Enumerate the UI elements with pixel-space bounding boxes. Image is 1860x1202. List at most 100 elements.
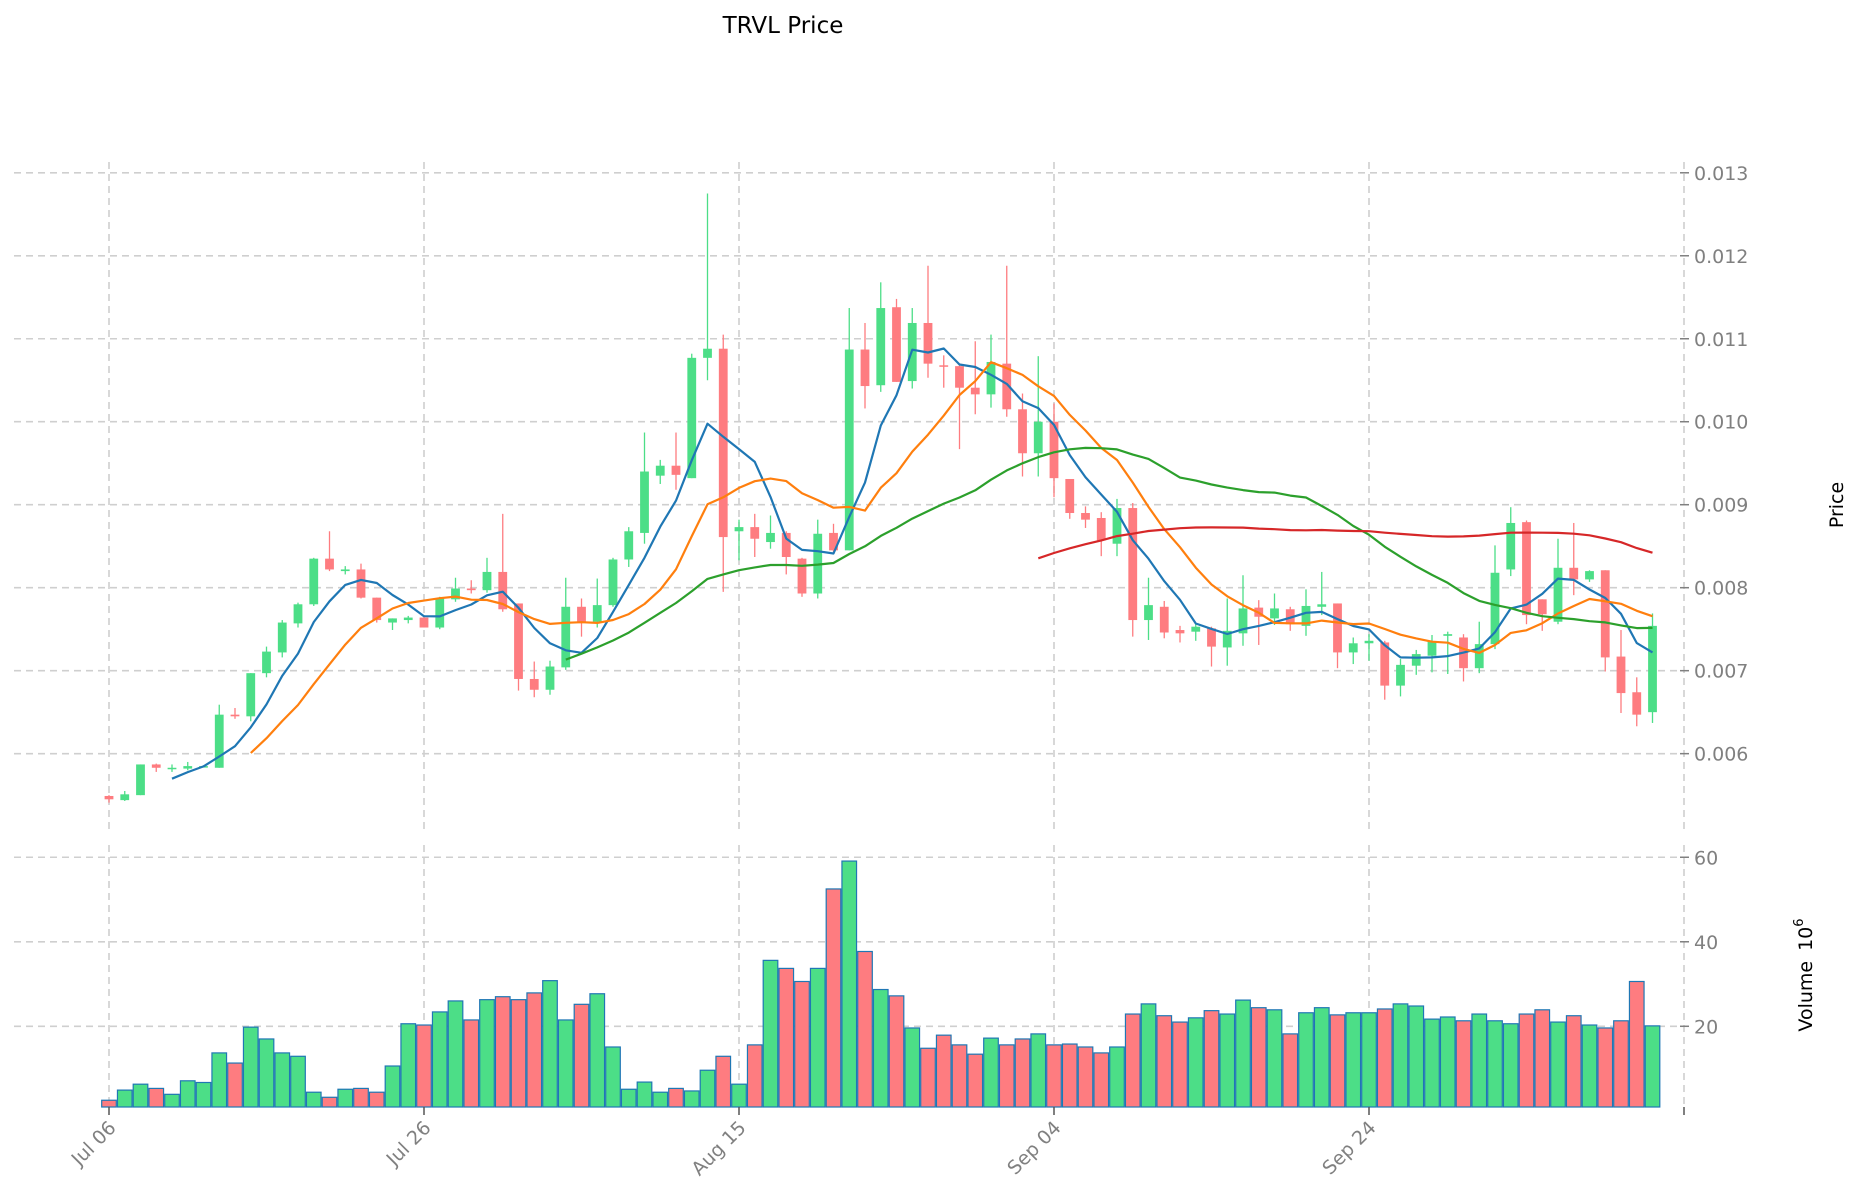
volume-bars [101,860,1661,1108]
volume-bar [589,993,606,1108]
candle-body [1002,363,1012,410]
candle-body [230,714,240,717]
candle-up [246,673,256,722]
volume-bar [1581,1024,1598,1108]
candle-body [939,365,949,367]
candle-body [1553,567,1563,622]
ma60-line [1037,526,1653,560]
volume-bar [935,1034,952,1108]
volume-axis-label: Volume 106 [1792,918,1817,1031]
candle-body [1049,421,1059,479]
candle-up [655,459,665,484]
candle-body [1159,606,1169,633]
volume-bar [1156,1015,1173,1108]
volume-bar [1644,1025,1661,1108]
candle-up [844,308,854,551]
candle-body [1191,626,1201,632]
candle-body [577,606,586,622]
volume-bar [967,1053,984,1108]
candle-body [624,531,634,560]
volume-bar [1077,1046,1094,1108]
volume-bar [1550,1021,1566,1108]
candle-down [1254,600,1264,645]
volume-bar [447,1000,464,1108]
volume-bar [652,1091,669,1108]
ma10-line [250,361,1653,754]
candle-up [435,596,445,630]
candle-down [955,363,964,450]
volume-bar [164,1093,180,1108]
candle-up [1553,538,1563,625]
volume-bar [1172,1021,1188,1108]
candle-down [750,513,760,557]
volume-bar [668,1087,684,1108]
candle-body [797,558,807,594]
candle-body [262,651,271,674]
volume-multiplier-base: 10 [1795,927,1817,951]
volume-bar [463,1019,480,1108]
candle-body [1317,604,1327,607]
candle-down [151,763,161,772]
volume-bar [242,1026,259,1108]
volume-bar [1014,1038,1031,1108]
candle-body [1616,656,1626,694]
candle-body [561,606,571,668]
candle-body [1600,570,1610,658]
candle-body [955,366,964,388]
candle-up [1317,571,1327,616]
volume-bar [1502,1023,1519,1108]
price-tick-label: 0.007 [1694,661,1748,683]
candle-up [183,761,193,771]
candle-down [1459,634,1468,682]
candle-up [167,764,177,772]
volume-bar [1140,1003,1157,1108]
volume-bar [542,980,558,1108]
volume-bar [920,1047,936,1108]
candle-up [1112,498,1122,557]
candle-body [1537,599,1547,615]
volume-bar [384,1065,401,1108]
candle-body [1112,508,1122,544]
candle-body [718,348,728,538]
volume-bar [794,980,810,1108]
candle-up [482,557,492,593]
volume-bar [179,1080,196,1108]
volume-bar [1471,1013,1488,1108]
candle-body [356,569,366,598]
candle-body [451,588,460,600]
volume-bar [1361,1012,1377,1108]
volume-bar [731,1083,747,1108]
candle-down [939,355,949,388]
candle-body [970,387,980,395]
candle-down [1600,570,1610,672]
volume-bar [904,1027,921,1108]
volume-bar [825,888,842,1108]
candle-up [1443,631,1453,674]
candle-up [1270,593,1279,626]
candle-down [923,265,933,378]
candle-up [403,615,413,624]
volume-bar [951,1044,968,1108]
candle-up [1648,613,1657,723]
candle-up [1191,622,1201,641]
volume-bar [1565,1015,1582,1108]
volume-bar [368,1091,385,1108]
candle-body [750,527,760,539]
candle-body [1380,642,1390,686]
candle-body [1632,692,1642,715]
candle-body [529,678,539,690]
candle-up [1144,577,1153,640]
candle-up [309,557,319,606]
volume-bar [872,988,889,1108]
candle-down [104,795,114,803]
candle-down [718,334,728,592]
ma5-line [171,347,1654,780]
candle-down [671,432,681,490]
candle-body [214,714,224,768]
candle-body [246,673,256,717]
candle-up [734,519,744,561]
candle-down [829,523,838,553]
volume-bar [1266,1009,1283,1108]
candle-down [529,661,539,698]
candle-body [403,617,413,621]
